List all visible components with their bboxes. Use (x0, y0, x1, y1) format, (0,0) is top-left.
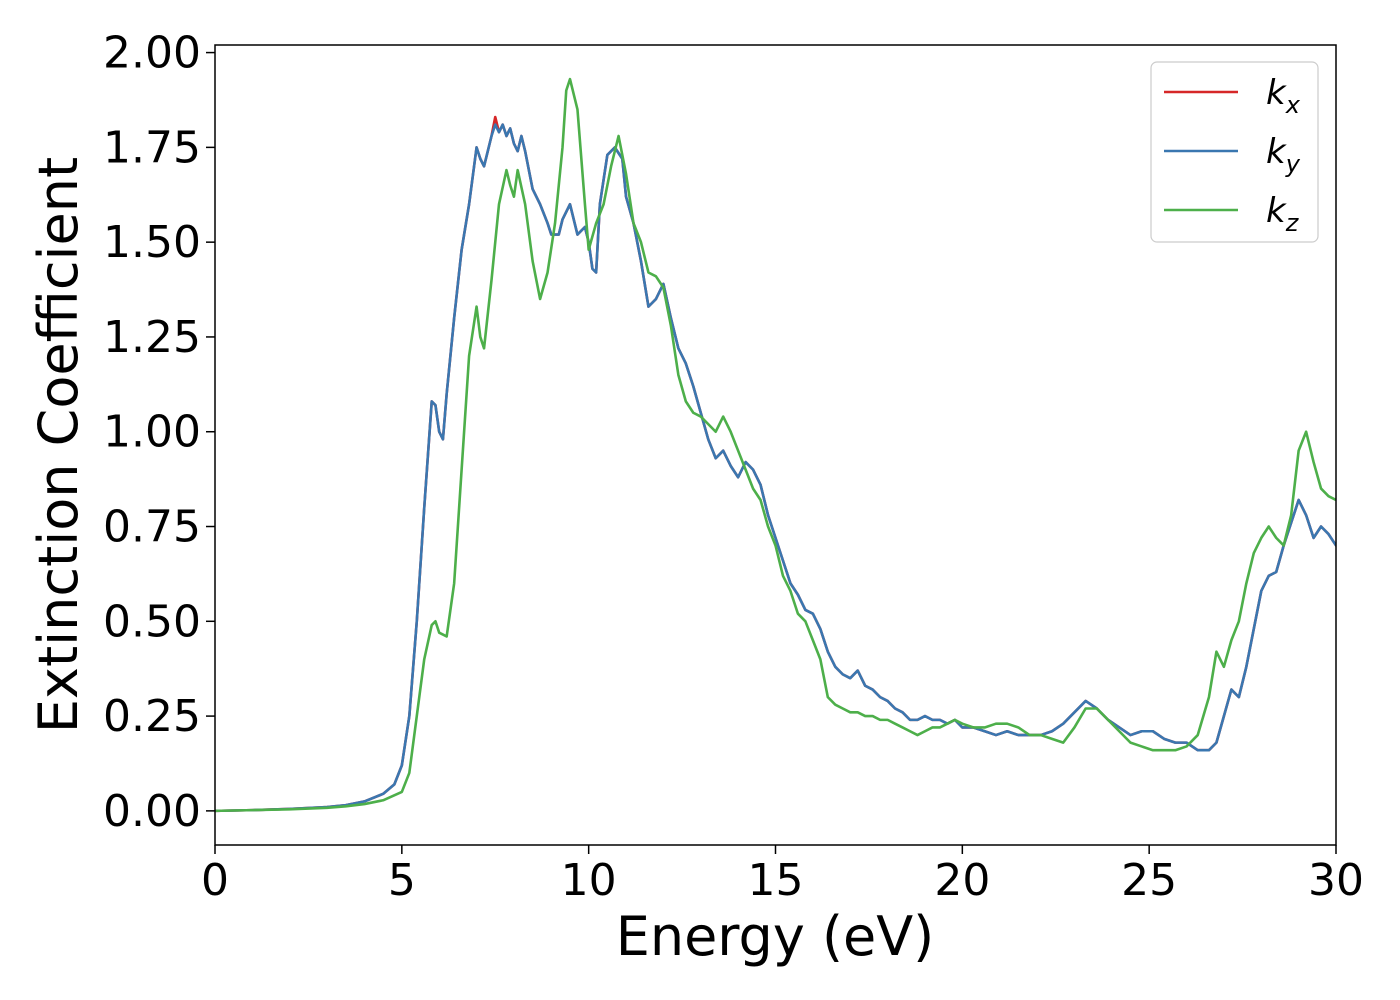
y-tick-label: 0.00 (103, 786, 201, 837)
series-line-ky (215, 123, 1336, 813)
y-tick-label: 1.00 (103, 407, 201, 458)
x-tick-label: 5 (388, 855, 416, 906)
x-axis: 0 5 10 15 20 25 30 (201, 845, 1364, 906)
x-tick-label: 10 (561, 855, 617, 906)
y-tick-label: 0.75 (103, 502, 201, 553)
y-tick-label: 0.50 (103, 596, 201, 647)
x-tick-label: 30 (1308, 855, 1364, 906)
x-tick-label: 20 (934, 855, 990, 906)
x-tick-label: 0 (201, 855, 229, 906)
y-tick-label: 1.75 (103, 122, 201, 173)
series-line-kz (215, 77, 1336, 813)
y-tick-label: 1.50 (103, 217, 201, 268)
series-layer (215, 77, 1336, 813)
y-axis-title: Extinction Coefficient (27, 157, 90, 733)
x-axis-title: Energy (eV) (616, 905, 935, 968)
x-tick-label: 15 (748, 855, 804, 906)
x-tick-label: 25 (1121, 855, 1177, 906)
y-tick-label: 0.25 (103, 691, 201, 742)
y-tick-label: 2.00 (103, 28, 201, 79)
y-axis: 0.00 0.25 0.50 0.75 1.00 1.25 1.50 1.75 2.00 (103, 28, 215, 837)
y-tick-label: 1.25 (103, 312, 201, 363)
